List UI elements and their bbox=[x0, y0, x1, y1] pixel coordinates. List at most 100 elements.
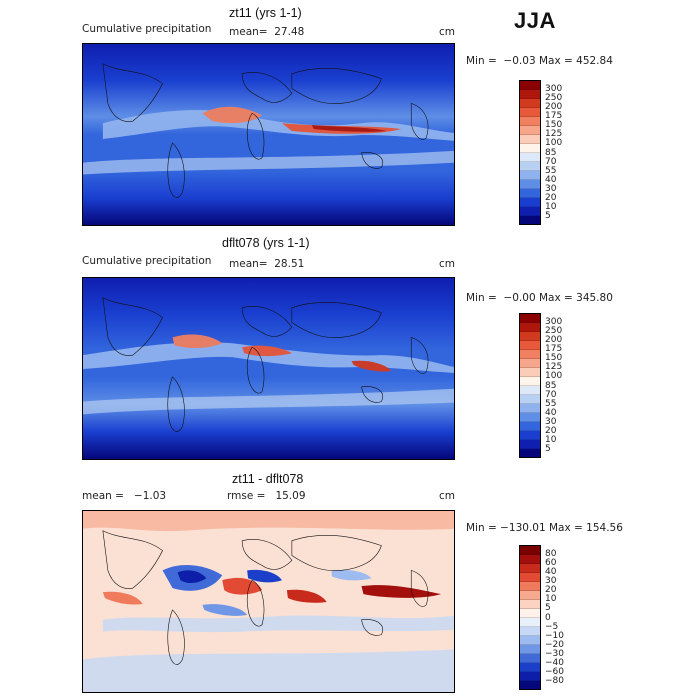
colorbar-tick-label: 125 bbox=[545, 362, 563, 373]
panel-2-mean: mean= 28.51 bbox=[229, 258, 305, 270]
colorbar-segment bbox=[520, 672, 540, 681]
panel-3-title: zt11 - dflt078 bbox=[232, 472, 304, 486]
colorbar-tick-label: 300 bbox=[545, 84, 563, 95]
panel-2-subtitle: Cumulative precipitation bbox=[82, 255, 212, 267]
colorbar-segment bbox=[520, 564, 540, 573]
colorbar-tick-label: 250 bbox=[545, 93, 563, 104]
colorbar-tick-label: 175 bbox=[545, 111, 563, 122]
colorbar-segment bbox=[520, 180, 540, 189]
colorbar-segment bbox=[520, 90, 540, 99]
colorbar-segment bbox=[520, 126, 540, 135]
panel-1-subtitle: Cumulative precipitation bbox=[82, 23, 212, 35]
colorbar-segment bbox=[520, 377, 540, 386]
colorbar-tick-label: −20 bbox=[545, 639, 564, 650]
colorbar-tick-label: 10 bbox=[545, 434, 557, 445]
colorbar-segment bbox=[520, 546, 540, 555]
coastlines bbox=[102, 530, 429, 665]
colorbar-segment bbox=[520, 99, 540, 108]
colorbar-segment bbox=[520, 636, 540, 645]
colorbar-segment bbox=[520, 395, 540, 404]
colorbar-tick-label: 5 bbox=[545, 443, 551, 454]
colorbar-segment bbox=[520, 135, 540, 144]
colorbar-segment bbox=[520, 663, 540, 672]
colorbar-tick-label: 300 bbox=[545, 317, 563, 328]
colorbar-tick-label: 40 bbox=[545, 174, 557, 185]
panel-2-title: dflt078 (yrs 1-1) bbox=[222, 236, 310, 250]
colorbar-segment bbox=[520, 144, 540, 153]
colorbar-tick-label: 80 bbox=[545, 549, 557, 560]
panel-3-colorbar bbox=[519, 545, 541, 690]
colorbar-tick-label: 200 bbox=[545, 335, 563, 346]
colorbar-segment bbox=[520, 332, 540, 341]
panel-3-minmax: Min = −130.01 Max = 154.56 bbox=[466, 522, 623, 534]
colorbar-tick-label: 40 bbox=[545, 407, 557, 418]
colorbar-segment bbox=[520, 341, 540, 350]
colorbar-tick-label: −80 bbox=[545, 675, 564, 686]
colorbar-segment bbox=[520, 171, 540, 180]
colorbar-segment bbox=[520, 198, 540, 207]
colorbar-segment bbox=[520, 654, 540, 663]
colorbar-tick-label: 100 bbox=[545, 371, 563, 382]
panel-2-minmax: Min = −0.00 Max = 345.80 bbox=[466, 292, 613, 304]
panel-1-map bbox=[82, 43, 455, 226]
colorbar-tick-label: 70 bbox=[545, 156, 557, 167]
colorbar-segment bbox=[520, 81, 540, 90]
colorbar-segment bbox=[520, 153, 540, 162]
panel-1-title: zt11 (yrs 1-1) bbox=[229, 6, 302, 20]
precip-band bbox=[83, 106, 454, 175]
colorbar-segment bbox=[520, 573, 540, 582]
colorbar-tick-label: 55 bbox=[545, 398, 557, 409]
panel-1-minmax: Min = −0.03 Max = 452.84 bbox=[466, 55, 613, 67]
colorbar-segment bbox=[520, 431, 540, 440]
colorbar-tick-label: 85 bbox=[545, 380, 557, 391]
colorbar-segment bbox=[520, 449, 540, 457]
colorbar-tick-label: 150 bbox=[545, 120, 563, 131]
colorbar-segment bbox=[520, 555, 540, 564]
colorbar-segment bbox=[520, 368, 540, 377]
panel-3-mean: mean = −1.03 bbox=[82, 490, 167, 502]
panel-1-colorbar bbox=[519, 80, 541, 225]
colorbar-tick-label: −10 bbox=[545, 630, 564, 641]
coastlines bbox=[102, 63, 429, 198]
colorbar-tick-label: −5 bbox=[545, 621, 559, 632]
colorbar-tick-label: 200 bbox=[545, 102, 563, 113]
precip-band bbox=[83, 334, 454, 415]
colorbar-segment bbox=[520, 413, 540, 422]
panel-2-unit: cm bbox=[439, 258, 456, 270]
colorbar-segment bbox=[520, 117, 540, 126]
coastlines bbox=[102, 297, 429, 432]
colorbar-segment bbox=[520, 609, 540, 618]
colorbar-segment bbox=[520, 422, 540, 431]
colorbar-tick-label: 0 bbox=[545, 612, 551, 623]
panel-2-colorbar bbox=[519, 313, 541, 458]
colorbar-segment bbox=[520, 404, 540, 413]
map-ocean-field bbox=[83, 278, 454, 459]
panel-1-unit: cm bbox=[439, 26, 456, 38]
colorbar-tick-label: 30 bbox=[545, 416, 557, 427]
panel-3-map bbox=[82, 510, 455, 693]
colorbar-segment bbox=[520, 582, 540, 591]
colorbar-tick-label: −60 bbox=[545, 666, 564, 677]
colorbar-segment bbox=[520, 323, 540, 332]
colorbar-tick-label: 5 bbox=[545, 210, 551, 221]
panel-1-mean: mean= 27.48 bbox=[229, 26, 305, 38]
colorbar-tick-label: 250 bbox=[545, 326, 563, 337]
colorbar-segment bbox=[520, 162, 540, 171]
colorbar-tick-label: 150 bbox=[545, 353, 563, 364]
colorbar-segment bbox=[520, 207, 540, 216]
colorbar-segment bbox=[520, 681, 540, 689]
colorbar-tick-label: 60 bbox=[545, 558, 557, 569]
colorbar-tick-label: 175 bbox=[545, 344, 563, 355]
colorbar-segment bbox=[520, 627, 540, 636]
panel-2-map bbox=[82, 277, 455, 460]
colorbar-tick-label: 40 bbox=[545, 567, 557, 578]
colorbar-tick-label: 55 bbox=[545, 165, 557, 176]
colorbar-tick-label: −40 bbox=[545, 657, 564, 668]
colorbar-segment bbox=[520, 359, 540, 368]
colorbar-tick-label: 20 bbox=[545, 192, 557, 203]
colorbar-tick-label: −30 bbox=[545, 648, 564, 659]
panel-3-rmse: rmse = 15.09 bbox=[227, 490, 306, 502]
colorbar-segment bbox=[520, 618, 540, 627]
colorbar-segment bbox=[520, 440, 540, 449]
colorbar-segment bbox=[520, 645, 540, 654]
